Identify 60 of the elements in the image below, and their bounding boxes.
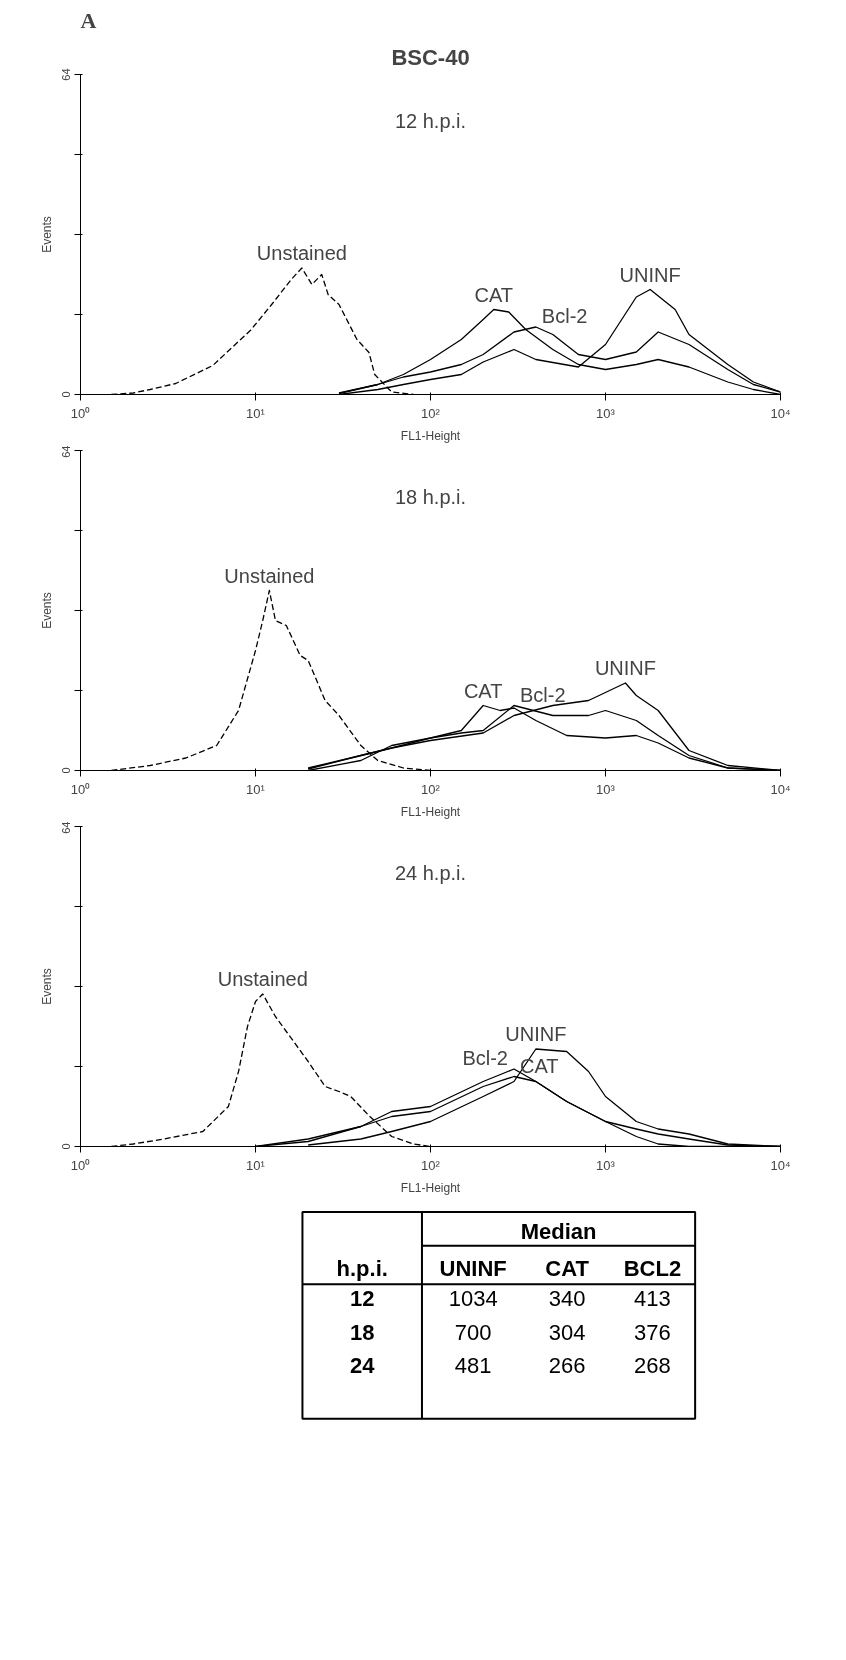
text: h.p.i.: [336, 1256, 388, 1282]
y-axis-title: Events: [39, 968, 54, 1005]
text: 12: [349, 1286, 375, 1312]
text: 266: [548, 1353, 586, 1379]
x-axis-title: FL1-Height: [400, 804, 461, 819]
text: BSC-40: [391, 44, 470, 70]
text: 376: [634, 1319, 671, 1345]
x-tick-label: 10³: [596, 1157, 616, 1173]
series-label: UNINF: [594, 657, 656, 679]
text: 18 h.p.i.: [394, 486, 467, 509]
x-tick-label: 10¹: [246, 1157, 266, 1173]
x-tick-label: 10⁰: [70, 781, 91, 797]
text: 700: [454, 1319, 492, 1345]
text: 268: [634, 1353, 671, 1379]
series-label: Unstained: [224, 564, 315, 587]
y-tick-label: 64: [59, 445, 72, 458]
x-tick-label: 10⁴: [770, 1157, 791, 1173]
text: Median: [520, 1218, 597, 1244]
series-label: Unstained: [256, 242, 347, 264]
y-tick-label: 0: [59, 391, 72, 398]
text: UNINF: [439, 1256, 507, 1282]
text: 18: [349, 1319, 375, 1345]
y-axis-title: Events: [39, 592, 54, 629]
x-tick-label: 10²: [421, 781, 441, 797]
series-label: Bcl-2: [462, 1047, 509, 1069]
text: 413: [634, 1286, 671, 1312]
x-tick-label: 10³: [596, 405, 616, 421]
series-label: Bcl-2: [541, 305, 588, 327]
y-tick-label: 64: [59, 821, 72, 834]
x-tick-label: 10¹: [246, 405, 266, 421]
text: 24 h.p.i.: [394, 862, 467, 885]
x-tick-label: 10⁰: [70, 1157, 91, 1173]
y-tick-label: 64: [59, 68, 72, 81]
series-label: CAT: [463, 679, 503, 702]
y-tick-label: 0: [59, 1143, 72, 1150]
x-tick-label: 10³: [596, 781, 616, 797]
text: CAT: [545, 1256, 590, 1282]
x-tick-label: 10²: [421, 405, 441, 421]
series-label: Unstained: [217, 968, 308, 990]
text: 304: [548, 1319, 586, 1345]
x-tick-label: 10⁴: [770, 781, 791, 797]
text: 340: [548, 1286, 586, 1312]
text: 1034: [448, 1286, 498, 1312]
text: 481: [454, 1353, 492, 1379]
series-label: CAT: [474, 283, 514, 306]
series-label: UNINF: [619, 263, 681, 286]
text: 24: [349, 1353, 376, 1379]
series-label: Bcl-2: [520, 683, 566, 706]
y-axis-title: Events: [39, 216, 54, 253]
x-axis-title: FL1-Height: [400, 428, 461, 443]
x-tick-label: 10¹: [246, 781, 266, 797]
x-tick-label: 10⁴: [770, 405, 791, 421]
series-label: UNINF: [505, 1023, 567, 1045]
x-axis-title: FL1-Height: [400, 1180, 461, 1195]
text: 12 h.p.i.: [394, 110, 467, 133]
text: BCL2: [623, 1256, 682, 1282]
y-tick-label: 0: [59, 767, 72, 774]
x-tick-label: 10²: [421, 1157, 441, 1173]
text: A: [80, 7, 97, 33]
x-tick-label: 10⁰: [70, 405, 91, 421]
